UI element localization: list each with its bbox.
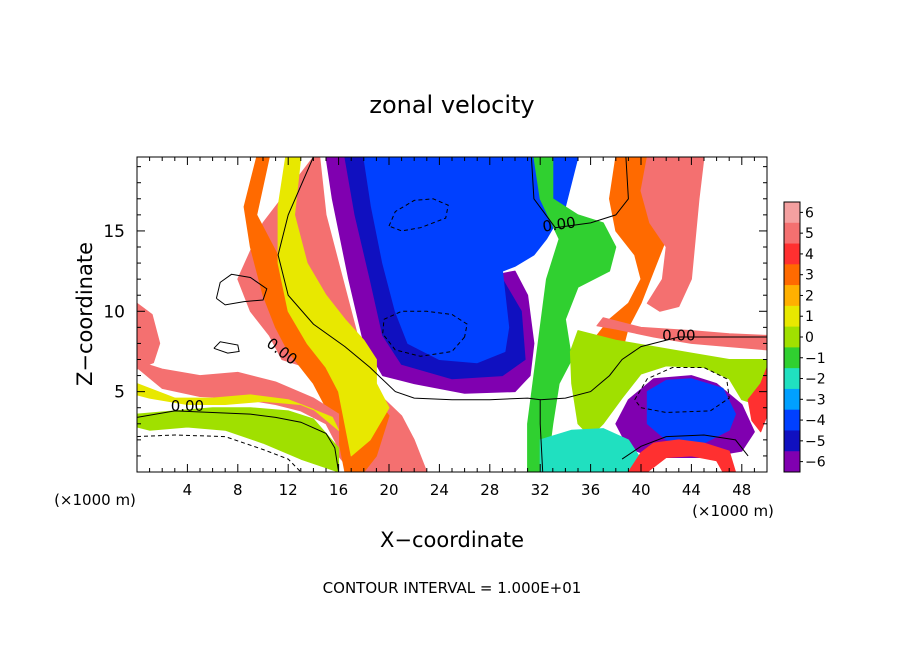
x-tick-label-12: 12: [279, 481, 298, 499]
x-unit-label-left: (×1000 m): [54, 491, 136, 509]
y-axis-label: Z−coordinate: [73, 242, 97, 386]
x-axis-label: X−coordinate: [380, 528, 524, 552]
velocity-band-18: [747, 367, 767, 433]
contour-lines: [137, 157, 767, 472]
colorbar-label-8: −2: [805, 372, 826, 388]
colorbar-label-0: 6: [805, 205, 814, 221]
x-unit-label-right: (×1000 m): [692, 502, 774, 520]
x-tick-label-8: 8: [233, 481, 243, 499]
colorbar-label-6: 0: [805, 330, 814, 346]
velocity-band-7: [277, 157, 390, 457]
colorbar-swatch-1: [784, 222, 800, 245]
x-tick-label-20: 20: [379, 481, 398, 499]
contour-label-3: 0.00: [662, 326, 695, 344]
colorbar-label-2: 4: [805, 247, 814, 263]
velocity-band-16: [539, 428, 642, 472]
colorbar-swatch-12: [784, 451, 800, 473]
velocity-band-13: [640, 157, 705, 312]
solid-contour-1: [137, 410, 340, 472]
dashed-contour-5: [388, 198, 449, 232]
colorbar-label-3: 3: [805, 268, 814, 284]
y-axis: 5 10 15: [103, 166, 767, 457]
velocity-band-19: [137, 302, 161, 370]
solid-contour-0: [277, 157, 544, 472]
colorbar-swatch-9: [784, 388, 800, 411]
colorbar-swatch-10: [784, 409, 800, 431]
colorbar-swatch-4: [784, 285, 800, 307]
x-tick-label-24: 24: [430, 481, 449, 499]
x-tick-label-32: 32: [531, 481, 550, 499]
y-tick-label-5: 5: [114, 383, 125, 403]
colorbar-label-5: 1: [805, 309, 814, 325]
solid-contour-9: [213, 341, 240, 354]
colorbar-label-10: −4: [805, 413, 826, 429]
dashed-contour-4: [382, 310, 468, 357]
colorbar-label-1: 5: [805, 226, 814, 242]
x-tick-label-16: 16: [329, 481, 348, 499]
chart-title: zonal velocity: [369, 91, 534, 119]
x-tick-label-4: 4: [183, 481, 193, 499]
contour-labels: 0.000.000.000.00: [171, 213, 696, 415]
velocity-band-4: [646, 378, 736, 444]
solid-contour-3: [540, 336, 767, 401]
colorbar-swatch-2: [784, 243, 800, 265]
x-tick-label-44: 44: [682, 481, 701, 499]
contour-label-0: 0.00: [171, 397, 204, 415]
velocity-band-9: [137, 407, 340, 472]
y-tick-label-15: 15: [103, 222, 125, 242]
x-tick-label-40: 40: [631, 481, 650, 499]
colorbar: 6 5 4 3 2 1 0 −1 −2 −3 −4 −5 −6: [783, 201, 826, 473]
colorbar-label-9: −3: [805, 392, 826, 408]
colorbar-swatch-5: [784, 305, 800, 328]
solid-contour-10: [621, 434, 749, 460]
solid-contour-8: [215, 273, 268, 306]
x-axis: 4 8 12 16 20 24 28 32 36 40 44 48: [149, 157, 755, 499]
x-tick-label-28: 28: [480, 481, 499, 499]
colorbar-swatch-8: [784, 368, 800, 390]
dashed-contour-6: [634, 367, 730, 414]
x-tick-label-36: 36: [581, 481, 600, 499]
solid-contour-2: [530, 157, 629, 229]
velocity-band-10: [137, 383, 340, 431]
colorbar-swatch-3: [784, 264, 800, 286]
colorbar-label-11: −5: [805, 434, 826, 450]
velocity-field: [137, 157, 767, 472]
colorbar-swatch-0: [784, 202, 800, 224]
colorbar-label-4: 2: [805, 288, 814, 304]
velocity-band-15: [596, 317, 767, 351]
colorbar-swatch-11: [784, 430, 800, 452]
colorbar-label-12: −6: [805, 455, 826, 471]
colorbar-swatch-6: [784, 326, 800, 348]
velocity-band-14: [569, 330, 767, 438]
contour-interval-note: CONTOUR INTERVAL = 1.000E+01: [323, 579, 582, 597]
colorbar-swatch-7: [784, 347, 800, 369]
dashed-contour-7: [137, 434, 302, 472]
x-tick-label-48: 48: [732, 481, 751, 499]
velocity-band-11: [527, 157, 617, 472]
contour-label-2: 0.00: [541, 213, 577, 235]
colorbar-label-7: −1: [805, 351, 826, 367]
velocity-band-17: [627, 439, 736, 472]
y-tick-label-10: 10: [103, 302, 125, 322]
